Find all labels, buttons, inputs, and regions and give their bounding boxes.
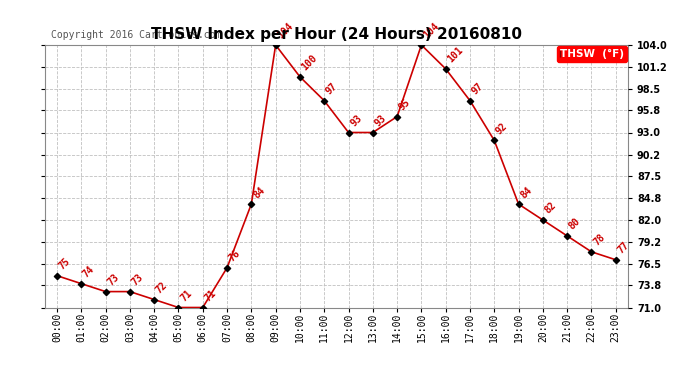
Text: Copyright 2016 Cartronics.com: Copyright 2016 Cartronics.com <box>50 30 221 40</box>
Point <box>538 217 549 223</box>
Text: 78: 78 <box>591 232 607 248</box>
Text: 93: 93 <box>373 113 388 128</box>
Text: 80: 80 <box>567 216 582 232</box>
Point <box>52 273 63 279</box>
Text: 97: 97 <box>324 81 339 96</box>
Point <box>610 257 621 263</box>
Point <box>221 265 233 271</box>
Point <box>489 138 500 144</box>
Text: 84: 84 <box>518 184 534 200</box>
Text: 93: 93 <box>348 113 364 128</box>
Text: 92: 92 <box>494 121 509 136</box>
Point <box>513 201 524 207</box>
Point <box>464 98 475 104</box>
Text: 95: 95 <box>397 97 413 112</box>
Point <box>100 289 111 295</box>
Text: 104: 104 <box>275 21 295 41</box>
Point <box>319 98 330 104</box>
Point <box>270 42 281 48</box>
Point <box>173 304 184 310</box>
Text: 100: 100 <box>300 53 319 73</box>
Text: 73: 73 <box>130 272 145 287</box>
Text: 75: 75 <box>57 256 72 272</box>
Text: 77: 77 <box>615 240 631 256</box>
Point <box>440 66 451 72</box>
Point <box>562 233 573 239</box>
Text: 84: 84 <box>251 184 266 200</box>
Point <box>124 289 135 295</box>
Point <box>343 129 354 135</box>
Point <box>76 280 87 286</box>
Text: 72: 72 <box>154 280 170 296</box>
Title: THSW Index per Hour (24 Hours) 20160810: THSW Index per Hour (24 Hours) 20160810 <box>151 27 522 42</box>
Text: 82: 82 <box>543 201 558 216</box>
Legend: THSW  (°F): THSW (°F) <box>557 46 627 62</box>
Text: 74: 74 <box>81 264 97 279</box>
Text: 73: 73 <box>106 272 121 287</box>
Text: 76: 76 <box>227 248 242 264</box>
Point <box>295 74 306 80</box>
Point <box>246 201 257 207</box>
Point <box>367 129 378 135</box>
Text: 71: 71 <box>203 288 218 303</box>
Point <box>197 304 208 310</box>
Text: 101: 101 <box>446 45 465 65</box>
Point <box>148 297 159 303</box>
Text: 97: 97 <box>470 81 485 96</box>
Text: 71: 71 <box>178 288 194 303</box>
Point <box>392 114 403 120</box>
Point <box>416 42 427 48</box>
Point <box>586 249 597 255</box>
Text: 104: 104 <box>422 21 441 41</box>
